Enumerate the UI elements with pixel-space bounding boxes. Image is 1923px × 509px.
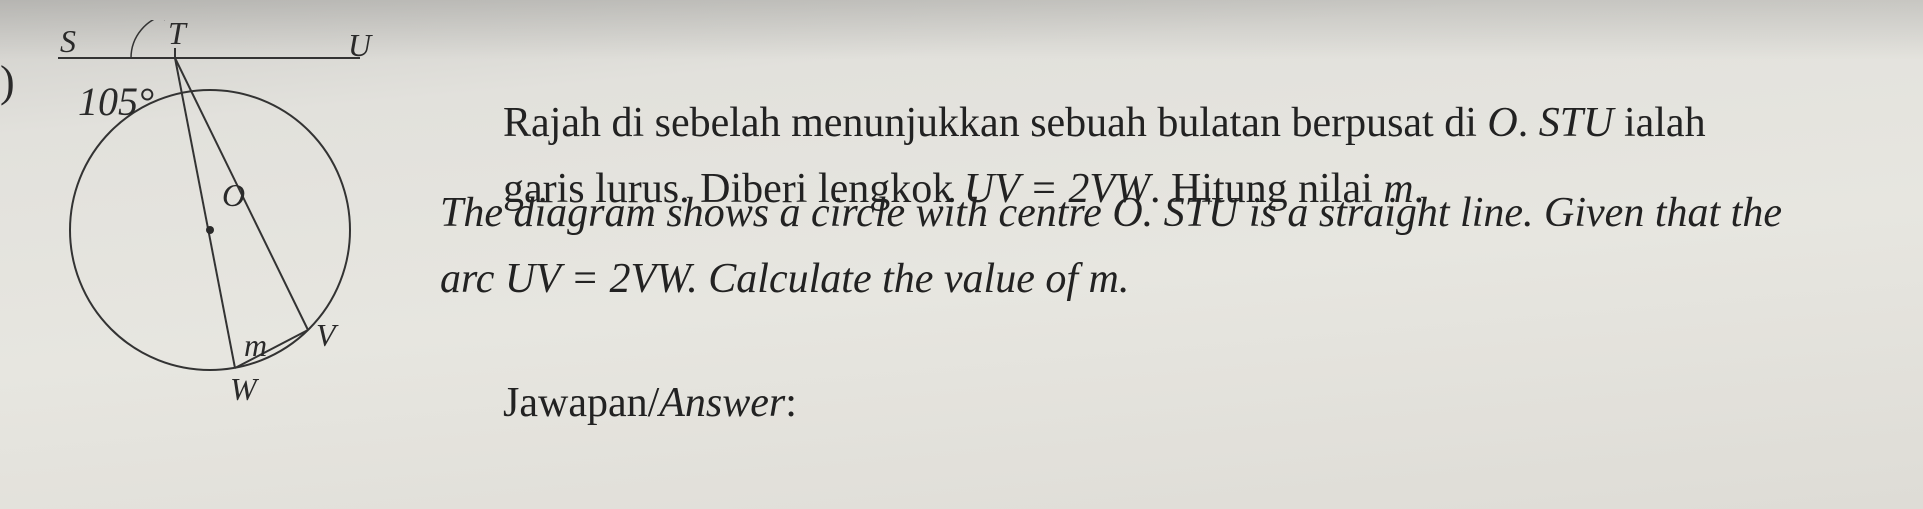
svg-text:U: U: [348, 27, 373, 63]
text-answer: Answer: [659, 380, 785, 426]
var-O: O: [1487, 100, 1517, 146]
page: ) STUOVWm 105° Rajah di sebelah menunjuk…: [0, 0, 1923, 509]
text: Jawapan/: [503, 380, 659, 426]
angle-105-label: 105°: [78, 78, 154, 125]
text: :: [785, 380, 797, 426]
svg-text:O: O: [222, 177, 245, 213]
svg-text:W: W: [230, 371, 260, 407]
question-part-label: ): [0, 56, 15, 107]
svg-text:V: V: [316, 317, 339, 353]
english-line-2: arc UV = 2VW. Calculate the value of m.: [440, 258, 1129, 300]
svg-text:m: m: [244, 327, 267, 363]
svg-text:T: T: [168, 20, 188, 51]
svg-text:S: S: [60, 23, 76, 59]
text: .: [1518, 100, 1539, 146]
english-line-1: The diagram shows a circle with centre O…: [440, 192, 1782, 234]
text: ialah: [1613, 100, 1705, 146]
answer-label: Jawapan/Answer:: [440, 340, 797, 466]
var-STU: STU: [1539, 100, 1614, 146]
